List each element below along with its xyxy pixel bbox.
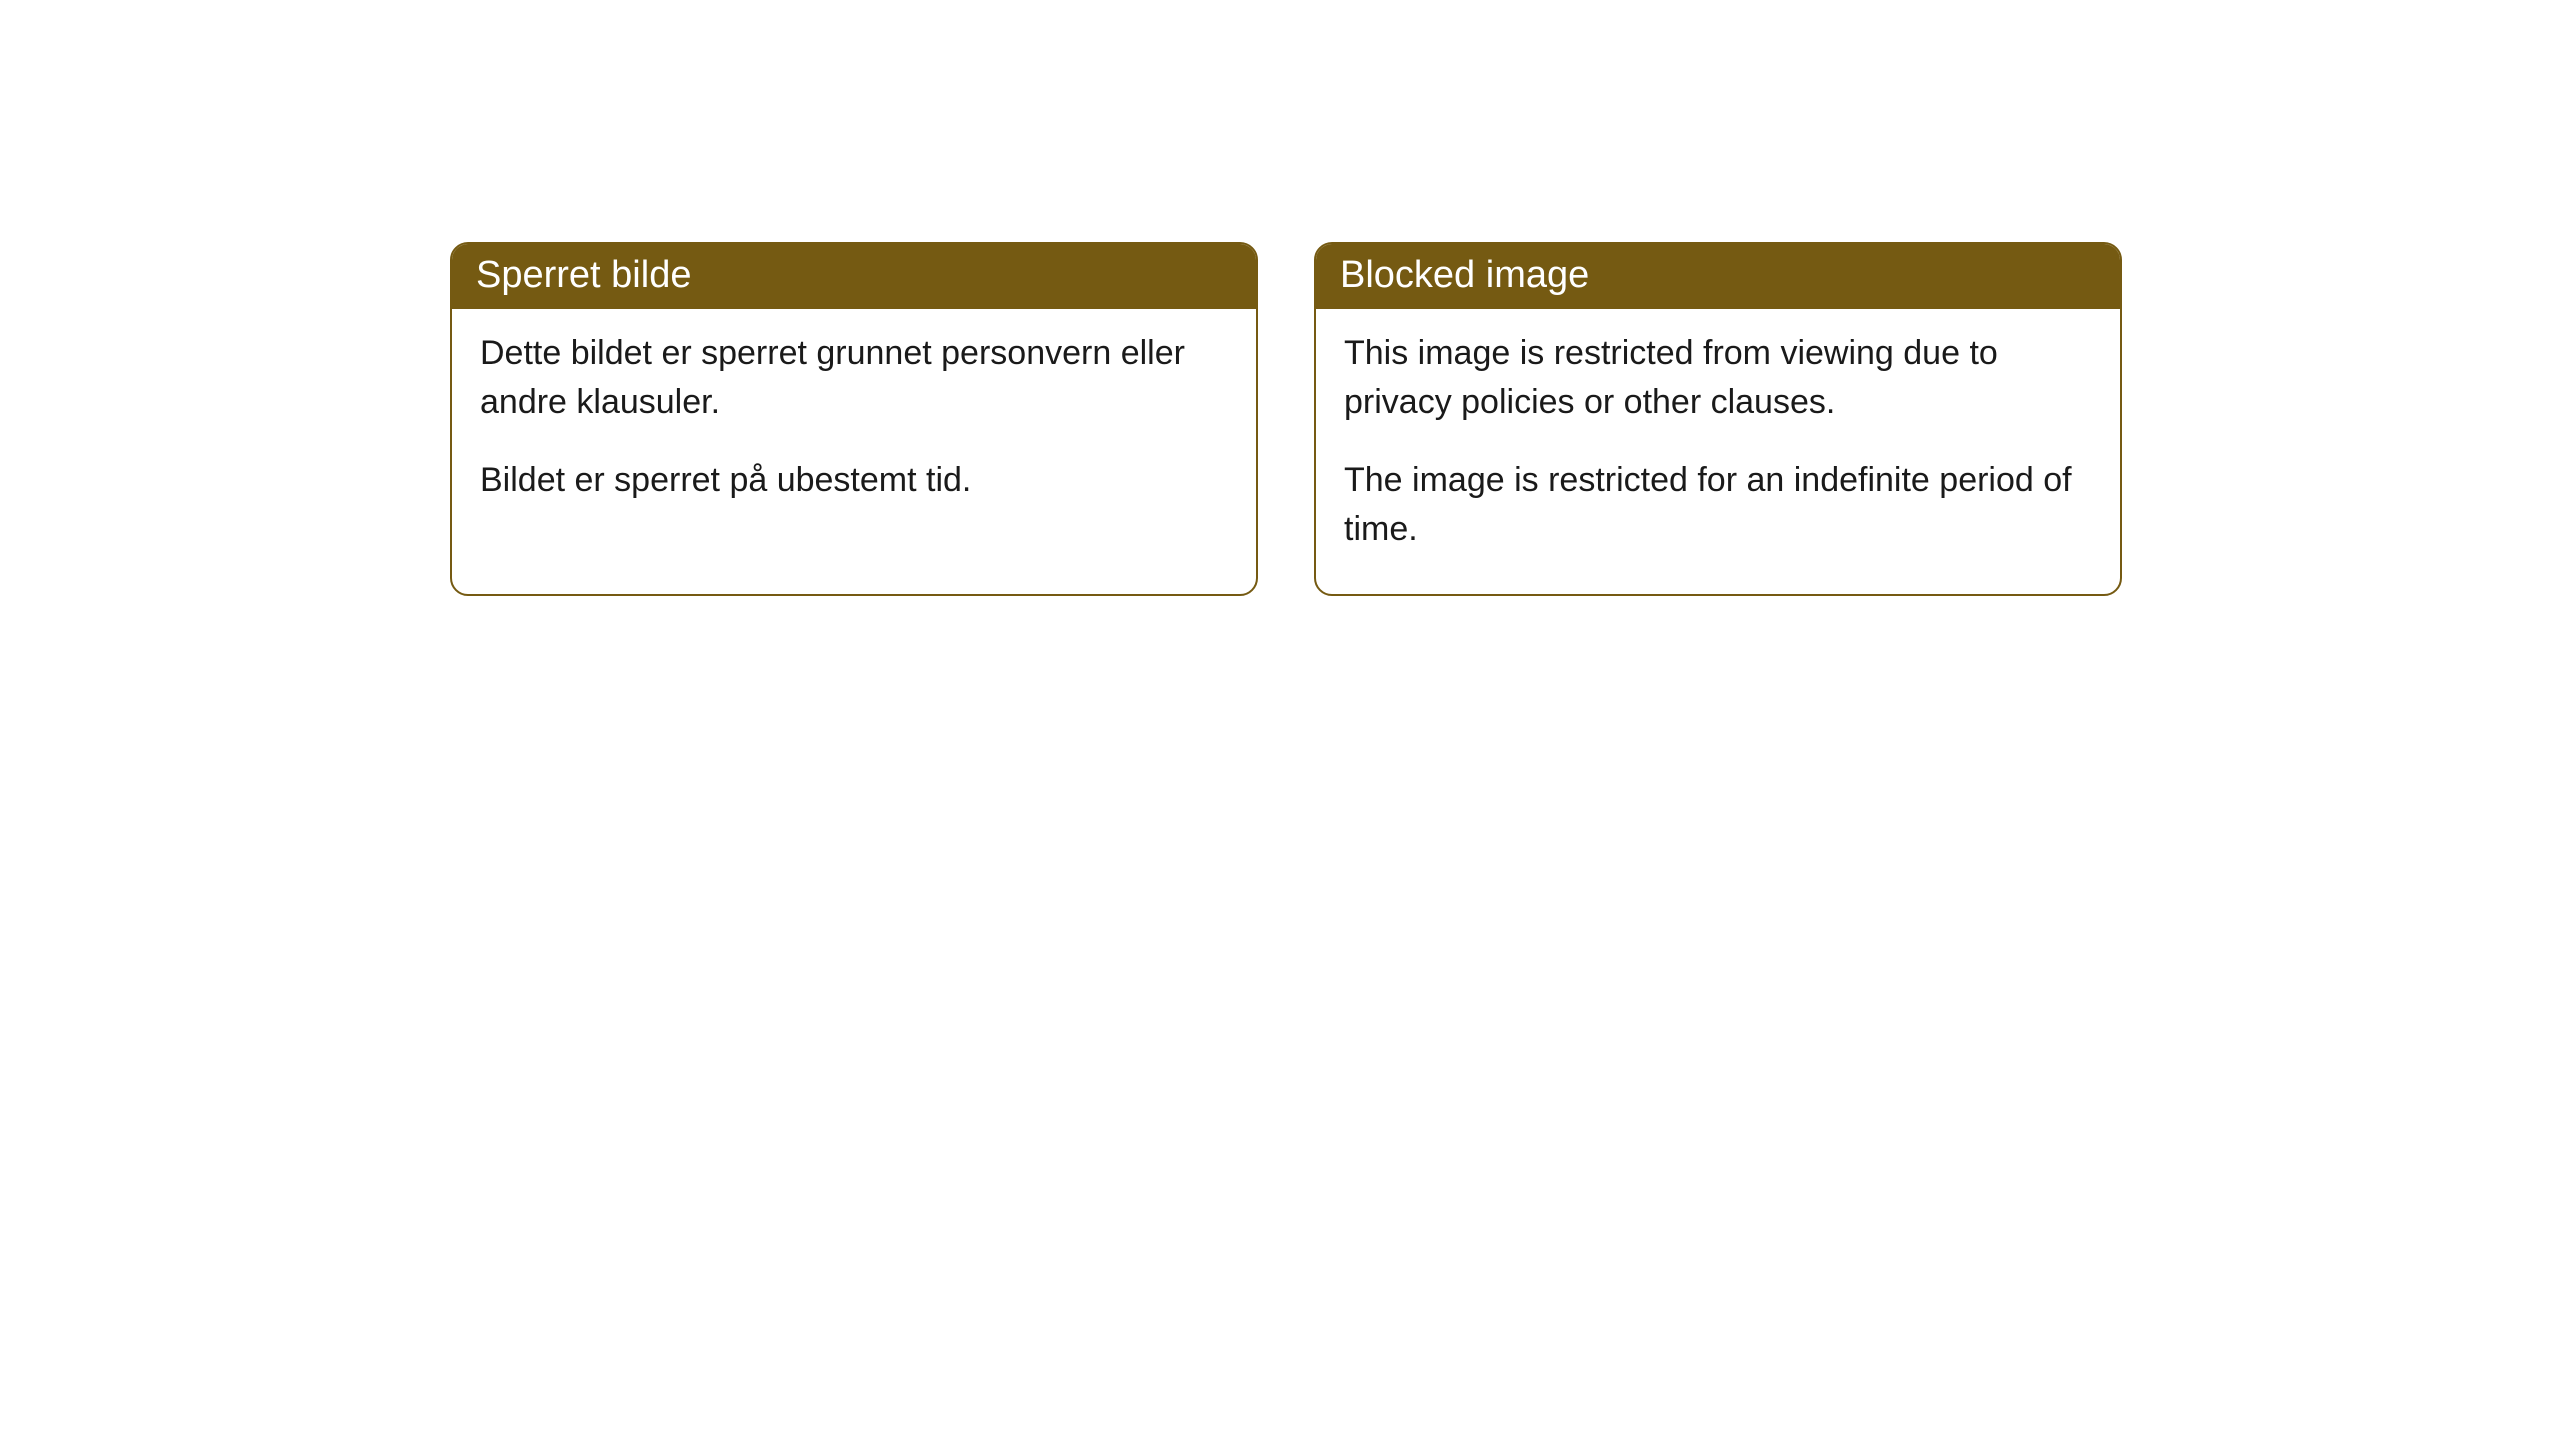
card-title: Blocked image <box>1340 254 1589 296</box>
card-header: Blocked image <box>1316 244 2120 309</box>
card-title: Sperret bilde <box>476 254 691 296</box>
card-body: Dette bildet er sperret grunnet personve… <box>452 309 1256 545</box>
notice-card-english: Blocked image This image is restricted f… <box>1314 242 2122 596</box>
card-paragraph: This image is restricted from viewing du… <box>1344 329 2092 428</box>
notice-cards-container: Sperret bilde Dette bildet er sperret gr… <box>450 242 2122 596</box>
card-paragraph: Bildet er sperret på ubestemt tid. <box>480 456 1228 505</box>
card-body: This image is restricted from viewing du… <box>1316 309 2120 594</box>
card-header: Sperret bilde <box>452 244 1256 309</box>
card-paragraph: The image is restricted for an indefinit… <box>1344 456 2092 555</box>
card-paragraph: Dette bildet er sperret grunnet personve… <box>480 329 1228 428</box>
notice-card-norwegian: Sperret bilde Dette bildet er sperret gr… <box>450 242 1258 596</box>
